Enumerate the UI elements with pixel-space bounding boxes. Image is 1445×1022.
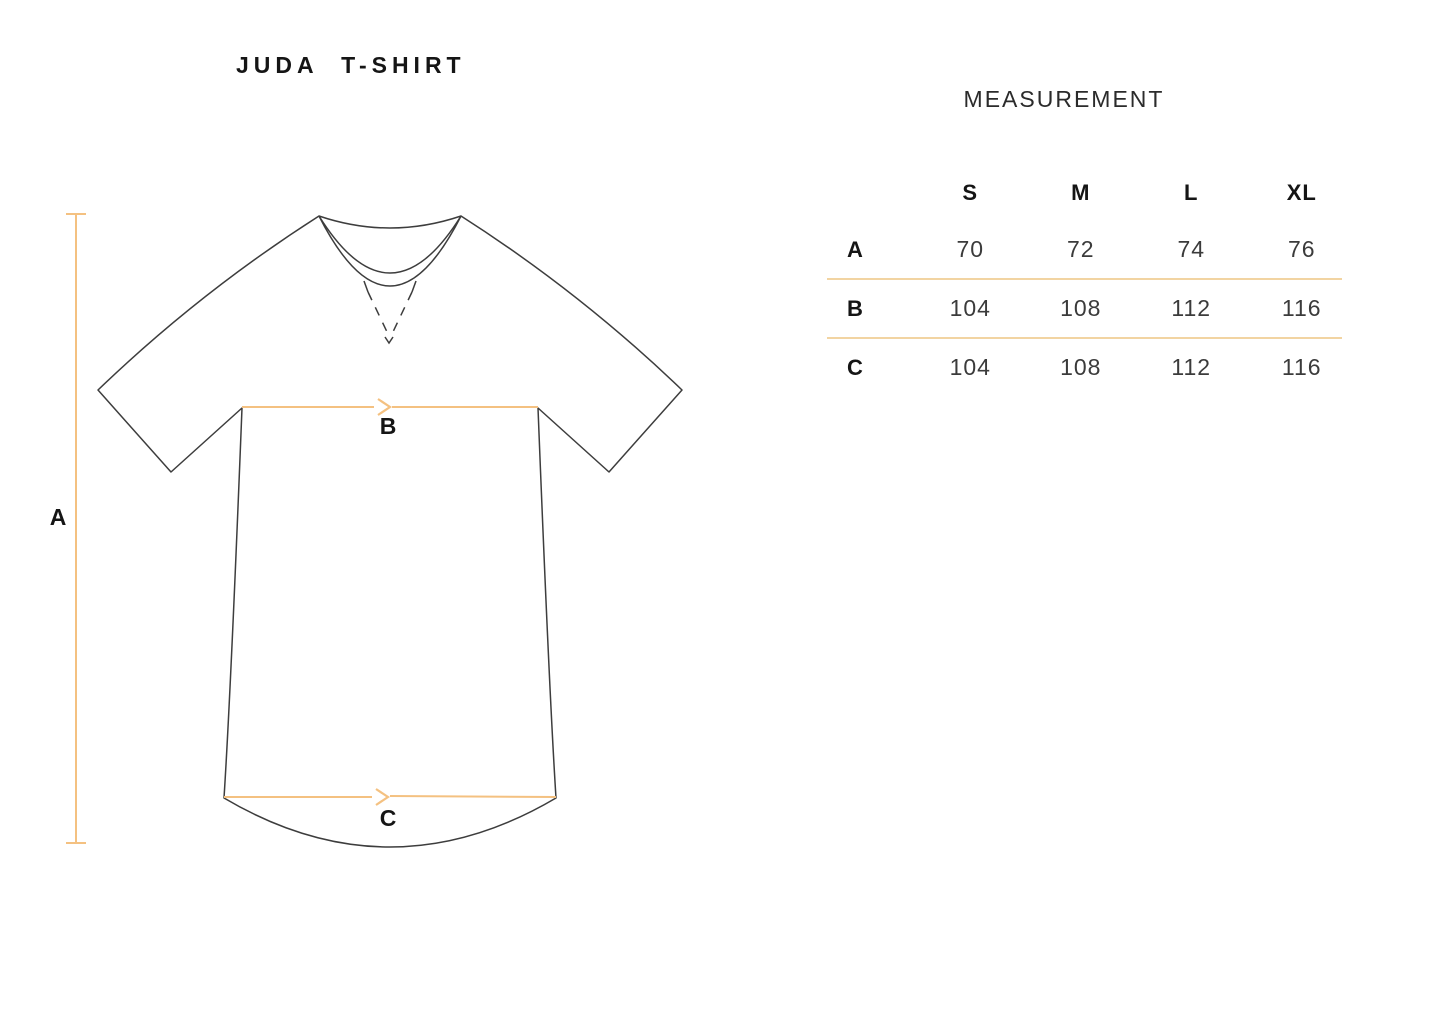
cell-a-s: 70 <box>956 236 985 262</box>
cell-a-xl: 76 <box>1287 236 1316 262</box>
dimension-line-c: C <box>224 788 557 831</box>
column-header-s: S <box>962 180 979 205</box>
cell-b-xl: 116 <box>1281 295 1322 321</box>
collar-inner-edge <box>318 215 462 274</box>
row-label-c: C <box>847 354 863 380</box>
v-stitch-arrow <box>384 336 394 345</box>
dim-label-c: C <box>380 805 397 831</box>
column-header-m: M <box>1071 180 1091 205</box>
collar-seam-tick-left <box>363 280 369 293</box>
row-label-a: A <box>847 236 863 262</box>
cell-b-m: 108 <box>1060 295 1102 321</box>
row-separator <box>827 337 1342 339</box>
tshirt-outline <box>97 215 683 848</box>
dimension-line-b: B <box>242 398 538 439</box>
measurement-table: S M L XL A 70 72 74 76 B 104 108 112 116… <box>827 165 1357 396</box>
cell-c-l: 112 <box>1171 354 1212 380</box>
v-stitch-dashed-left <box>367 291 389 335</box>
dim-b-arrow <box>377 398 392 416</box>
tshirt-measurement-diagram: A B C <box>50 213 683 848</box>
collar-outer-edge <box>318 215 462 287</box>
table-row-c: C 104 108 112 116 <box>827 339 1357 396</box>
table-header-row: S M L XL <box>827 165 1357 221</box>
dim-label-a: A <box>50 504 67 530</box>
dim-c-line-right <box>389 795 557 798</box>
row-separator <box>827 278 1342 280</box>
cell-c-m: 108 <box>1060 354 1102 380</box>
table-row-b: B 104 108 112 116 <box>827 280 1357 337</box>
table-row-a: A 70 72 74 76 <box>827 221 1357 278</box>
table-title: MEASUREMENT <box>963 86 1165 112</box>
cell-a-m: 72 <box>1066 236 1095 262</box>
cell-b-s: 104 <box>949 295 991 321</box>
column-header-xl: XL <box>1286 180 1317 205</box>
column-header-l: L <box>1184 180 1199 205</box>
row-label-b: B <box>847 295 863 321</box>
v-stitch-dashed-right <box>391 291 413 335</box>
cell-a-l: 74 <box>1177 236 1206 262</box>
dim-label-b: B <box>380 413 397 439</box>
cell-c-s: 104 <box>949 354 991 380</box>
dim-c-arrow <box>375 788 390 806</box>
dimension-line-a: A <box>50 213 86 844</box>
product-title: JUDA T-SHIRT <box>236 52 466 78</box>
cell-b-l: 112 <box>1171 295 1212 321</box>
cell-c-xl: 116 <box>1281 354 1322 380</box>
collar-seam-tick-right <box>411 280 417 293</box>
tshirt-body-outline <box>97 215 683 848</box>
